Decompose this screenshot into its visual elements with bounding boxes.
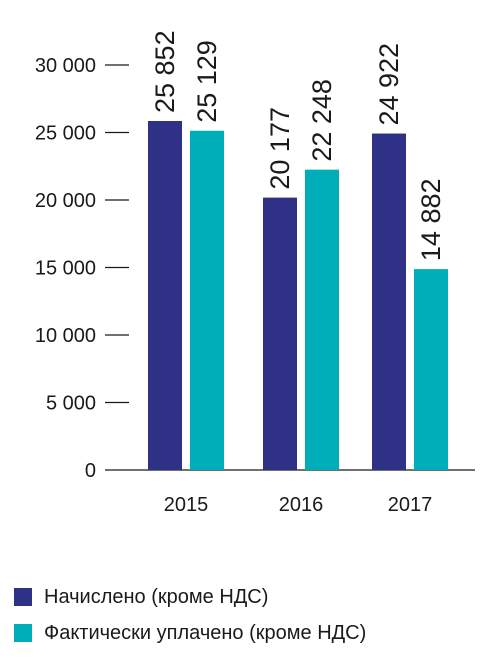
legend-item-series-2: Фактически уплачено (кроме НДС) bbox=[14, 619, 366, 647]
y-tick-label: 30 000 bbox=[35, 55, 96, 77]
legend-swatch-series-1 bbox=[14, 588, 32, 606]
x-axis: 2015 2016 2017 bbox=[164, 494, 433, 516]
x-tick-label: 2016 bbox=[279, 494, 324, 516]
bar-value-label: 22 248 bbox=[307, 79, 337, 162]
y-tick-label: 10 000 bbox=[35, 325, 96, 347]
legend-label-series-2: Фактически уплачено (кроме НДС) bbox=[44, 621, 367, 644]
bar-value-label: 25 129 bbox=[192, 40, 222, 123]
bar-value-label: 14 882 bbox=[416, 178, 446, 261]
bar-2017-series-1 bbox=[372, 133, 406, 471]
legend: Начислено (кроме НДС) Фактически уплачен… bbox=[14, 583, 484, 653]
legend-item-series-1: Начислено (кроме НДС) bbox=[14, 583, 268, 611]
y-tick-label: 0 bbox=[85, 460, 96, 482]
bar-value-label: 20 177 bbox=[265, 107, 295, 190]
bar-2016-series-2 bbox=[305, 169, 339, 471]
y-tick-label: 5 000 bbox=[46, 393, 96, 415]
bar-value-label: 24 922 bbox=[374, 43, 404, 126]
x-tick-label: 2017 bbox=[388, 494, 433, 516]
bar-chart: 0 5 000 10 000 15 000 20 000 25 000 30 000 25 … bbox=[35, 30, 475, 516]
y-axis: 0 5 000 10 000 15 000 20 000 25 000 30 000 bbox=[35, 55, 129, 482]
y-tick-label: 25 000 bbox=[35, 123, 96, 145]
bar-2015-series-2 bbox=[190, 130, 224, 471]
legend-swatch-series-2 bbox=[14, 624, 32, 642]
bar-value-label: 25 852 bbox=[150, 30, 180, 113]
bar-2016-series-1 bbox=[263, 197, 297, 470]
bar-2017-series-2 bbox=[414, 269, 448, 470]
bar-2015-series-1 bbox=[148, 120, 182, 471]
y-tick-label: 20 000 bbox=[35, 190, 96, 212]
x-tick-label: 2015 bbox=[164, 494, 209, 516]
legend-label-series-1: Начислено (кроме НДС) bbox=[44, 585, 269, 608]
y-tick-label: 15 000 bbox=[35, 258, 96, 280]
bars: 25 852 25 129 20 177 22 248 24 922 14 882 bbox=[148, 30, 448, 471]
